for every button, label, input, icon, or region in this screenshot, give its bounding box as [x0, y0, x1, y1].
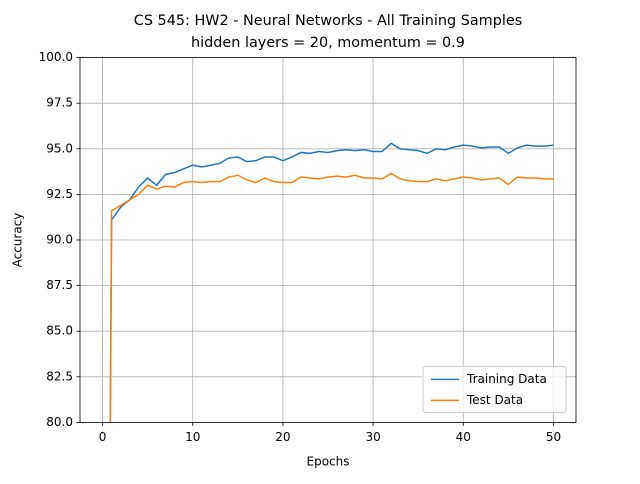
axes-frame	[79, 57, 577, 423]
legend-label: Training Data	[466, 372, 547, 386]
x-tick-label: 20	[275, 430, 290, 444]
x-tick-label: 10	[185, 430, 200, 444]
y-tick-label: 87.5	[46, 278, 73, 292]
x-tick-label: 30	[365, 430, 380, 444]
data-line	[109, 142, 554, 423]
legend-label: Test Data	[466, 393, 523, 407]
y-tick-label: 92.5	[46, 187, 73, 201]
y-tick-label: 90.0	[46, 233, 73, 247]
y-tick-label: 80.0	[46, 415, 73, 429]
y-tick-label: 82.5	[46, 369, 73, 383]
y-tick-label: 85.0	[46, 324, 73, 338]
data-line	[109, 172, 554, 423]
x-tick-label: 40	[456, 430, 471, 444]
plot-area	[109, 142, 554, 423]
y-tick-label: 97.5	[46, 96, 73, 110]
chart-title: CS 545: HW2 - Neural Networks - All Trai…	[134, 13, 522, 29]
y-axis-label: Accuracy	[11, 213, 25, 268]
chart-subtitle: hidden layers = 20, momentum = 0.9	[191, 35, 465, 51]
x-tick-label: 0	[99, 430, 107, 444]
y-tick-label: 100.0	[39, 50, 73, 64]
x-axis-label: Epochs	[307, 455, 350, 469]
y-tick-label: 95.0	[46, 141, 73, 155]
x-tick-label: 50	[546, 430, 561, 444]
